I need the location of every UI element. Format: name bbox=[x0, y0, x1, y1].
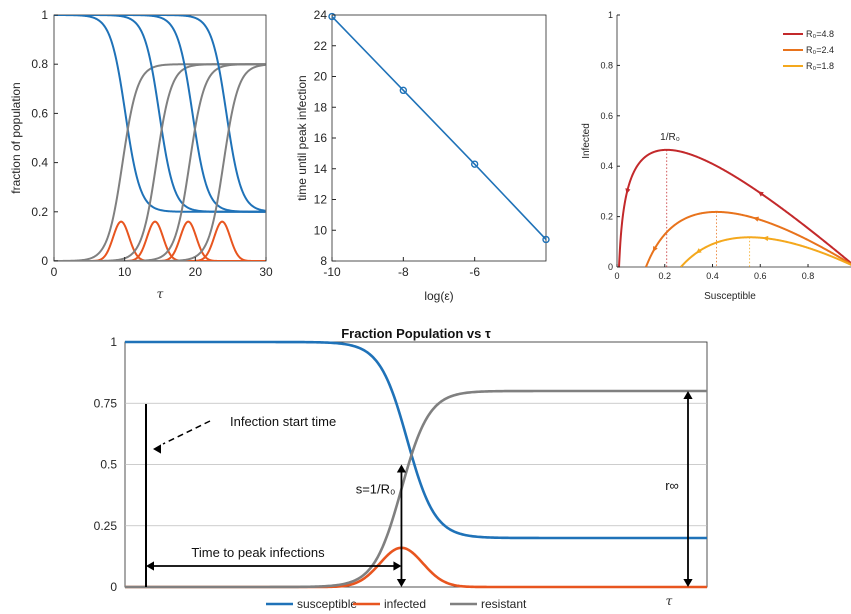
panel1-xtick-label: 10 bbox=[118, 265, 132, 279]
panel4-annotation-r: r∞ bbox=[665, 478, 679, 493]
panel1-ytick-label: 0.4 bbox=[31, 156, 48, 170]
panel2-line bbox=[331, 15, 547, 241]
panel1-xtick-label: 30 bbox=[259, 265, 273, 279]
panel3-xtick-label: 0.4 bbox=[706, 271, 719, 281]
panel4-ytick-label: 0 bbox=[110, 580, 117, 594]
panel2-axes bbox=[331, 14, 547, 262]
panel1-xtick-label: 20 bbox=[189, 265, 203, 279]
panel4-legend-label-3: resistant bbox=[481, 597, 527, 611]
panel3-ytick-label: 0.6 bbox=[600, 111, 613, 121]
panel4-ytick-label: 0.25 bbox=[94, 519, 118, 533]
panel1-resistant-line-3 bbox=[54, 63, 266, 261]
panel4-susceptible-line bbox=[125, 340, 707, 540]
panel2-ytick-label: 18 bbox=[314, 100, 328, 114]
panel3-arrow-1b bbox=[625, 188, 631, 195]
panel3-ylabel: Infected bbox=[581, 123, 592, 159]
panel3-orbit-2 bbox=[645, 210, 851, 267]
panel4-xlabel: τ bbox=[666, 594, 673, 608]
panel3-arrow-1a bbox=[757, 191, 764, 197]
panel3-annotation-1overR0: 1/R₀ bbox=[660, 132, 680, 143]
panel4-annotation-s: s=1/R₀ bbox=[356, 482, 396, 497]
panel4-r-arrowhead-down bbox=[683, 579, 693, 587]
panel3-ytick-label: 0.4 bbox=[600, 161, 613, 171]
panel3-ytick-label: 0.8 bbox=[600, 60, 613, 70]
panel4-annotation-peak: Time to peak infections bbox=[191, 545, 325, 560]
panel1-ytick-label: 1 bbox=[41, 8, 48, 22]
panel2-point-3 bbox=[470, 160, 479, 168]
panel3-xtick-label: 0 bbox=[614, 271, 619, 281]
panel1-xtick-label: 0 bbox=[51, 265, 58, 279]
panel2-ytick-label: 24 bbox=[314, 8, 328, 22]
panel1-xlabel: τ bbox=[157, 287, 164, 301]
panel1-infected-line-4 bbox=[54, 220, 266, 261]
panel2-point-1 bbox=[328, 12, 336, 21]
panel2-ytick-label: 22 bbox=[314, 39, 328, 53]
panel3-legend-label-3: R₀=1.8 bbox=[806, 61, 834, 71]
panel1-susceptible-line-3 bbox=[54, 15, 266, 213]
panel4-peak-arrowhead-right bbox=[393, 561, 402, 571]
panel2-xtick-label: -8 bbox=[398, 265, 409, 279]
panel1-ytick-label: 0 bbox=[41, 254, 48, 268]
panel1-infected-line-2 bbox=[54, 220, 266, 261]
panel2-ylabel: time until peak infection bbox=[295, 75, 309, 200]
panel2-ytick-label: 14 bbox=[314, 162, 328, 176]
panel1-susceptible-line-4 bbox=[54, 15, 266, 212]
panel2-ytick-label: 8 bbox=[320, 254, 327, 268]
panel4-ytick-label: 1 bbox=[110, 335, 117, 349]
panel1-plot bbox=[54, 15, 266, 261]
panel3-xtick-label: 0.8 bbox=[802, 271, 815, 281]
panel4-s-arrowhead-down bbox=[396, 579, 407, 587]
panel1-ytick-label: 0.2 bbox=[31, 205, 48, 219]
panel4-r-arrowhead-up bbox=[683, 391, 693, 399]
panel4-legend-label-1: susceptible bbox=[297, 597, 357, 611]
panel3-arrow-3a bbox=[762, 235, 769, 242]
panel4-title: Fraction Population vs τ bbox=[341, 326, 491, 341]
panel3-xtick-label: 0.6 bbox=[754, 271, 767, 281]
panel2-ytick-label: 20 bbox=[314, 70, 328, 84]
panel3-arrow-2b bbox=[652, 246, 658, 252]
panel4-start-arrowhead bbox=[153, 444, 161, 454]
panel3-arrow-3b bbox=[695, 248, 702, 254]
panel4-ytick-label: 0.5 bbox=[100, 458, 117, 472]
panel2-point-2 bbox=[399, 86, 408, 95]
panel3-plot bbox=[617, 148, 851, 267]
panel1-susceptible-line-2 bbox=[54, 15, 266, 213]
panel1-ylabel: fraction of population bbox=[9, 82, 23, 193]
panel3-legend-label-1: R₀=4.8 bbox=[806, 29, 834, 39]
panel4-annotation-start: Infection start time bbox=[230, 414, 336, 429]
panel4-s-arrowhead-up bbox=[396, 464, 407, 473]
panel4-legend-label-2: infected bbox=[384, 597, 426, 611]
panel3-orbit-3 bbox=[679, 236, 851, 267]
panel3-ytick-label: 0 bbox=[608, 262, 613, 272]
panel2-xtick-label: -10 bbox=[323, 265, 341, 279]
panel2-ytick-label: 10 bbox=[314, 223, 328, 237]
panel2-xlabel: log(ε) bbox=[424, 289, 453, 303]
panel3-xtick-label: 0.2 bbox=[658, 271, 671, 281]
panel2-ytick-label: 12 bbox=[314, 193, 328, 207]
panel2-point-4 bbox=[542, 235, 550, 244]
panel1-ytick-label: 0.8 bbox=[31, 57, 48, 71]
panel3-legend-label-2: R₀=2.4 bbox=[806, 45, 834, 55]
panel2-xtick-label: -6 bbox=[469, 265, 480, 279]
panel3-orbit-1 bbox=[617, 148, 851, 267]
panel1-resistant-line-4 bbox=[54, 63, 266, 261]
panel4-resistant-line bbox=[125, 389, 707, 589]
panel3-ytick-label: 1 bbox=[608, 10, 613, 20]
panel3-ytick-label: 0.2 bbox=[600, 212, 613, 222]
panel3-arrow-2a bbox=[753, 216, 760, 222]
panel4-ytick-label: 0.75 bbox=[94, 396, 118, 410]
panel3-xlabel: Susceptible bbox=[704, 291, 756, 302]
panel2-ytick-label: 16 bbox=[314, 131, 328, 145]
panel4-peak-arrowhead-left bbox=[146, 561, 154, 571]
panel1-ytick-label: 0.6 bbox=[31, 106, 48, 120]
panel4-start-dashed-arrow bbox=[162, 420, 211, 445]
